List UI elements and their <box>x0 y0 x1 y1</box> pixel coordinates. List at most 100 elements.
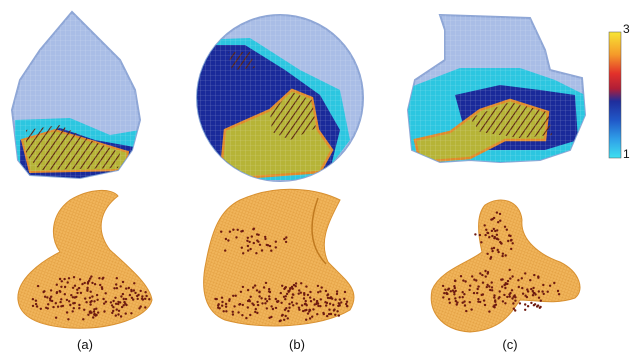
point-marker <box>303 309 307 312</box>
point-marker <box>268 244 272 248</box>
point-marker <box>506 295 509 299</box>
point-marker <box>59 290 62 293</box>
point-marker <box>268 316 271 319</box>
point-marker <box>141 298 145 301</box>
point-marker <box>291 296 294 299</box>
point-marker <box>265 307 268 310</box>
point-marker <box>90 275 93 278</box>
point-marker <box>121 280 125 284</box>
point-marker <box>458 296 461 299</box>
point-marker <box>55 291 58 295</box>
point-marker <box>328 302 332 305</box>
point-marker <box>497 297 500 300</box>
point-marker <box>139 289 142 293</box>
point-marker <box>481 293 485 296</box>
point-marker <box>224 249 227 252</box>
panel-label-b: (b) <box>289 337 305 352</box>
colorbar-max-label: 3 <box>623 22 630 36</box>
panel-c-voxel-view <box>406 13 587 164</box>
point-marker <box>122 304 125 307</box>
point-marker <box>278 319 281 323</box>
point-marker <box>304 299 307 303</box>
point-marker <box>60 285 63 288</box>
colorbar <box>608 31 622 159</box>
point-marker <box>63 293 66 296</box>
point-marker <box>69 303 72 307</box>
point-marker <box>231 313 235 316</box>
point-marker <box>536 304 540 307</box>
point-marker <box>300 282 303 285</box>
point-marker <box>287 309 290 313</box>
point-marker <box>144 297 147 300</box>
point-marker <box>498 212 502 216</box>
point-marker <box>442 296 445 299</box>
point-marker <box>60 305 63 308</box>
point-marker <box>486 231 489 234</box>
point-marker <box>86 286 89 289</box>
point-marker <box>125 287 128 290</box>
point-marker <box>533 303 537 306</box>
point-marker <box>128 293 132 297</box>
point-marker <box>246 299 250 303</box>
point-marker <box>245 316 248 320</box>
point-marker <box>257 233 260 236</box>
point-marker <box>332 309 336 312</box>
point-marker <box>288 289 291 292</box>
point-marker <box>71 310 74 313</box>
point-marker <box>493 237 496 240</box>
point-marker <box>471 275 474 278</box>
point-marker <box>139 305 142 308</box>
point-marker <box>315 299 319 303</box>
point-marker <box>79 291 83 295</box>
point-marker <box>286 317 289 320</box>
point-marker <box>461 296 464 299</box>
point-marker <box>103 302 106 305</box>
point-marker <box>84 297 87 300</box>
point-marker <box>274 240 277 243</box>
point-marker <box>521 292 525 295</box>
point-marker <box>462 279 465 282</box>
point-marker <box>258 243 262 246</box>
point-marker <box>343 290 347 294</box>
point-marker <box>490 247 494 250</box>
point-marker <box>82 318 85 321</box>
point-marker <box>508 295 511 298</box>
point-marker <box>96 298 99 301</box>
point-marker <box>114 314 118 317</box>
point-marker <box>43 295 47 298</box>
point-marker <box>477 300 480 303</box>
point-marker <box>510 238 513 242</box>
point-marker <box>335 290 339 293</box>
point-marker <box>464 280 467 283</box>
point-marker <box>469 284 472 287</box>
point-marker <box>524 303 527 306</box>
point-marker <box>475 279 478 282</box>
point-marker <box>345 304 349 308</box>
point-marker <box>274 246 277 249</box>
point-marker <box>511 242 514 245</box>
point-marker <box>446 292 449 296</box>
point-marker <box>338 298 342 301</box>
point-marker <box>521 286 524 290</box>
point-marker <box>291 287 294 290</box>
point-marker <box>86 281 90 284</box>
point-marker <box>488 236 491 239</box>
point-marker <box>303 292 306 295</box>
point-marker <box>283 318 286 321</box>
point-marker <box>298 308 301 311</box>
point-marker <box>317 291 320 294</box>
point-marker <box>337 314 340 317</box>
point-marker <box>279 291 282 295</box>
point-marker <box>114 296 117 299</box>
point-marker <box>309 290 312 294</box>
point-marker <box>474 233 477 236</box>
point-marker <box>489 257 492 260</box>
point-marker <box>501 300 505 303</box>
point-marker <box>119 301 122 304</box>
point-marker <box>264 235 267 239</box>
point-marker <box>60 280 63 283</box>
point-marker <box>302 309 305 313</box>
point-marker <box>119 315 123 318</box>
point-marker <box>485 228 488 231</box>
point-marker <box>306 312 310 315</box>
